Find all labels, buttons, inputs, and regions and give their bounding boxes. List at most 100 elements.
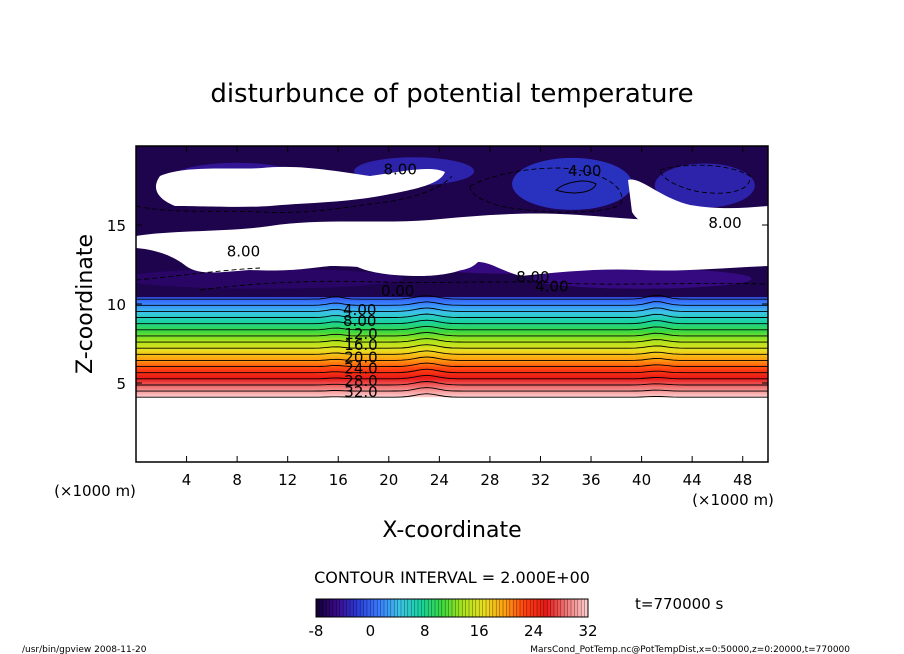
contour-line bbox=[136, 294, 768, 300]
colorbar-cell bbox=[452, 599, 456, 617]
anomaly-patch bbox=[512, 157, 633, 210]
field-band bbox=[136, 375, 768, 378]
field-band bbox=[136, 371, 768, 375]
field-band bbox=[136, 348, 768, 351]
colorbar-cell bbox=[421, 599, 426, 617]
y-tick-label: 5 bbox=[116, 375, 126, 393]
field-band bbox=[136, 366, 768, 370]
colorbar-cell bbox=[387, 599, 392, 617]
colorbar-cell bbox=[322, 599, 327, 617]
colorbar-cell bbox=[339, 599, 344, 617]
field-band bbox=[136, 314, 768, 317]
contour-label: 8.00 bbox=[343, 312, 376, 330]
negative-contour bbox=[199, 280, 768, 291]
y-axis-label: Z-coordinate bbox=[73, 234, 98, 374]
field-band bbox=[136, 326, 768, 329]
field-band bbox=[136, 350, 768, 353]
colorbar-cell bbox=[458, 599, 463, 617]
contour-line bbox=[136, 325, 768, 331]
colorbar-cell bbox=[506, 599, 511, 617]
colorbar-tick-label: 16 bbox=[470, 622, 489, 640]
contour-label: 0.00 bbox=[381, 282, 414, 300]
time-label: t=770000 s bbox=[635, 595, 723, 613]
colorbar-cell bbox=[418, 599, 422, 617]
colorbar-cell bbox=[360, 599, 364, 617]
contour-line bbox=[136, 368, 768, 374]
colorbar-cell bbox=[462, 599, 466, 617]
colorbar-tick-label: -8 bbox=[309, 622, 324, 640]
field-band bbox=[136, 351, 768, 355]
contour-line bbox=[136, 319, 768, 325]
colorbar-cell bbox=[445, 599, 449, 617]
field-band bbox=[136, 360, 768, 363]
contour-line bbox=[136, 331, 768, 337]
colorbar-cell bbox=[571, 599, 575, 617]
negative-contour bbox=[555, 180, 597, 194]
lower-undefined-region bbox=[136, 397, 768, 462]
colorbar-cell bbox=[581, 599, 585, 617]
y-tick-label: 15 bbox=[107, 217, 126, 235]
contour-label: 4.00 bbox=[535, 277, 568, 295]
undefined-region bbox=[350, 260, 470, 276]
colorbar-cell bbox=[574, 599, 579, 617]
undefined-region bbox=[136, 213, 768, 276]
colorbar-cell bbox=[384, 599, 388, 617]
colorbar-cell bbox=[564, 599, 568, 617]
field-band bbox=[136, 361, 768, 365]
colorbar-cell bbox=[329, 599, 334, 617]
colorbar-cell bbox=[346, 599, 351, 617]
colorbar-cell bbox=[407, 599, 412, 617]
field-band bbox=[136, 319, 768, 322]
field-band bbox=[136, 368, 768, 371]
contour-line bbox=[136, 374, 768, 380]
contour-line bbox=[136, 356, 768, 361]
colorbar-cell bbox=[475, 599, 480, 617]
colorbar-cell bbox=[513, 599, 517, 617]
field-band bbox=[136, 378, 768, 381]
contour-line bbox=[136, 350, 768, 355]
contour-label: 8.00 bbox=[227, 243, 260, 261]
field-band bbox=[136, 307, 768, 311]
negative-contour bbox=[136, 175, 453, 213]
contour-label: 32.0 bbox=[344, 383, 377, 401]
colorbar-cell bbox=[326, 599, 330, 617]
colorbar: -8 0 8 16 24 32 bbox=[309, 598, 598, 640]
chart-title: disturbunce of potential temperature bbox=[210, 79, 693, 109]
field-band bbox=[136, 376, 768, 380]
contour-line bbox=[136, 313, 768, 318]
field-band bbox=[136, 388, 768, 392]
colorbar-ticks: -8 0 8 16 24 32 bbox=[309, 622, 598, 640]
colorbar-cell bbox=[543, 599, 548, 617]
x-axis-ticks: 4 8 12 16 20 24 28 32 36 40 44 48 bbox=[182, 146, 752, 489]
contour-line bbox=[136, 301, 768, 306]
colorbar-tick-label: 0 bbox=[366, 622, 376, 640]
colorbar-cell bbox=[520, 599, 524, 617]
colorbar-cell bbox=[550, 599, 555, 617]
y-tick-label: 10 bbox=[107, 296, 126, 314]
colorbar-cell bbox=[414, 599, 419, 617]
field-band bbox=[136, 302, 768, 306]
x-unit-label-left: (×1000 m) bbox=[54, 482, 136, 500]
colorbar-cell bbox=[540, 599, 545, 617]
footer-right: MarsCond_PotTemp.nc@PotTempDist,x=0:5000… bbox=[530, 645, 850, 654]
colorbar-cell bbox=[401, 599, 405, 617]
colorbar-cell bbox=[554, 599, 558, 617]
temperature-field bbox=[136, 146, 768, 462]
contour-line bbox=[136, 307, 768, 312]
undefined-region bbox=[628, 179, 768, 232]
colorbar-cell bbox=[537, 599, 541, 617]
contour-line bbox=[136, 338, 768, 343]
contour-label: 16.0 bbox=[344, 336, 377, 354]
field-band bbox=[136, 370, 768, 373]
field-band bbox=[136, 318, 768, 321]
x-tick-label: 36 bbox=[581, 471, 600, 489]
colorbar-cell bbox=[577, 599, 582, 617]
colorbar-cell bbox=[469, 599, 473, 617]
x-tick-label: 48 bbox=[733, 471, 752, 489]
colorbar-cell bbox=[438, 599, 443, 617]
x-tick-label: 8 bbox=[232, 471, 242, 489]
field-band bbox=[136, 382, 768, 385]
field-band bbox=[136, 321, 768, 324]
contour-label: 8.00 bbox=[708, 214, 741, 232]
x-tick-label: 24 bbox=[430, 471, 449, 489]
